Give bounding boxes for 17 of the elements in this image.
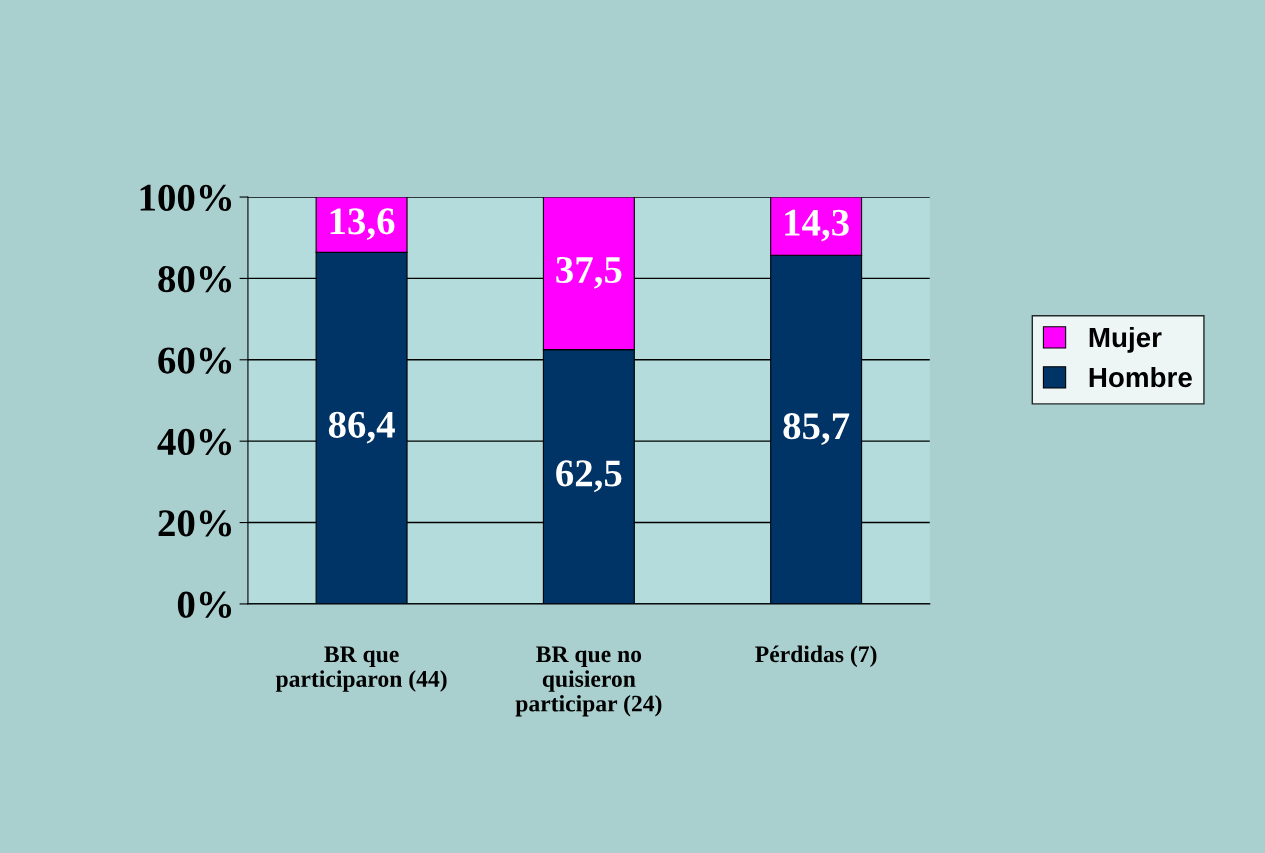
data-label: 86,4 — [328, 411, 395, 444]
y-tick-label: 80% — [158, 266, 232, 293]
data-label: 62,5 — [556, 460, 622, 493]
legend-label: Mujer — [1089, 326, 1162, 353]
y-tick-label: 100% — [140, 184, 232, 212]
y-tick-label: 60% — [158, 347, 232, 374]
y-tick-label: 20% — [158, 510, 232, 537]
y-tick-label: 0% — [177, 591, 232, 618]
data-label: 14,3 — [785, 209, 849, 242]
data-label: 85,7 — [783, 413, 850, 445]
y-tick-label: 40% — [157, 428, 232, 456]
x-tick-label: BR que no quisieron participar (24) — [515, 646, 662, 717]
x-tick-label: Pérdidas (7) — [755, 645, 877, 668]
data-label: 37,5 — [556, 256, 622, 289]
x-tick-label: BR que participaron (44) — [275, 646, 447, 692]
data-label: 13,6 — [330, 208, 395, 241]
legend-label: Hombre — [1089, 366, 1192, 388]
